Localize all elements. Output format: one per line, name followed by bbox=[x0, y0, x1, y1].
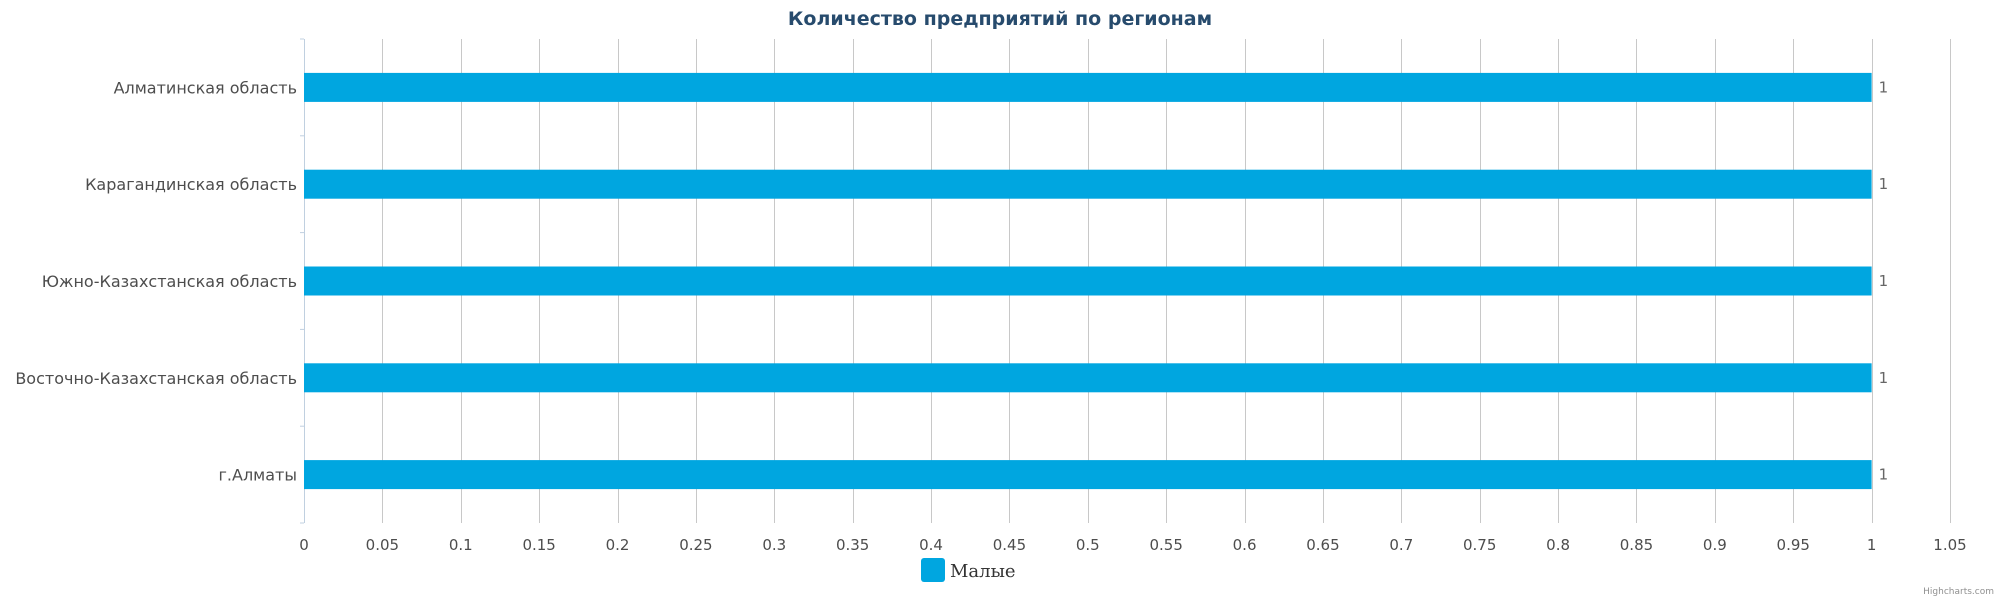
x-tick-label: 0.75 bbox=[1463, 536, 1496, 554]
bar bbox=[304, 169, 1872, 199]
data-label: 1 bbox=[1879, 369, 1889, 387]
x-tick-label: 0.4 bbox=[919, 536, 943, 554]
chart-title: Количество предприятий по регионам bbox=[788, 8, 1212, 30]
category-label: Восточно-Казахстанская область bbox=[15, 369, 297, 388]
x-tick-label: 0.15 bbox=[522, 536, 555, 554]
bar bbox=[304, 460, 1872, 490]
data-label: 1 bbox=[1879, 78, 1889, 96]
category-labels: Алматинская область Карагандинская област… bbox=[15, 78, 297, 484]
x-tick-label: 1 bbox=[1867, 536, 1877, 554]
x-tick-label: 0.25 bbox=[679, 536, 712, 554]
category-label: Южно-Казахстанская область bbox=[42, 272, 297, 291]
bar-series bbox=[304, 72, 1872, 490]
legend-label-series[interactable]: Малые bbox=[950, 561, 1016, 582]
x-tick-label: 0.55 bbox=[1149, 536, 1182, 554]
data-labels: 1 1 1 1 1 bbox=[1879, 78, 1889, 483]
x-axis-tick-labels: 0 0.05 0.1 0.15 0.2 0.25 0.3 0.35 0.4 0.45 0.5 0.55… bbox=[299, 536, 1966, 554]
x-tick-label: 0.95 bbox=[1777, 536, 1810, 554]
credits-link[interactable]: Highcharts.com bbox=[1923, 587, 1994, 597]
x-tick-label: 0.8 bbox=[1546, 536, 1570, 554]
x-tick-label: 0.5 bbox=[1076, 536, 1100, 554]
legend[interactable]: Малые bbox=[921, 558, 1016, 582]
x-tick-label: 0.6 bbox=[1233, 536, 1257, 554]
x-tick-label: 1.05 bbox=[1933, 536, 1966, 554]
data-label: 1 bbox=[1879, 466, 1889, 484]
category-label: Карагандинская область bbox=[85, 175, 297, 194]
x-tick-label: 0.3 bbox=[762, 536, 786, 554]
x-tick-label: 0.7 bbox=[1389, 536, 1413, 554]
category-label: г.Алматы bbox=[219, 466, 298, 485]
legend-swatch[interactable] bbox=[921, 558, 945, 582]
data-label: 1 bbox=[1879, 272, 1889, 290]
y-axis bbox=[300, 38, 305, 524]
x-tick-label: 0.9 bbox=[1703, 536, 1727, 554]
x-tick-label: 0.35 bbox=[836, 536, 869, 554]
x-tick-label: 0 bbox=[299, 536, 309, 554]
x-tick-label: 0.65 bbox=[1306, 536, 1339, 554]
x-tick-label: 0.45 bbox=[993, 536, 1026, 554]
x-tick-label: 0.1 bbox=[449, 536, 473, 554]
bar bbox=[304, 266, 1872, 296]
x-tick-label: 0.05 bbox=[366, 536, 399, 554]
category-label: Алматинская область bbox=[114, 78, 297, 97]
bar bbox=[304, 363, 1872, 393]
bar bbox=[304, 72, 1872, 102]
x-tick-label: 0.85 bbox=[1620, 536, 1653, 554]
data-label: 1 bbox=[1879, 175, 1889, 193]
x-tick-label: 0.2 bbox=[606, 536, 630, 554]
